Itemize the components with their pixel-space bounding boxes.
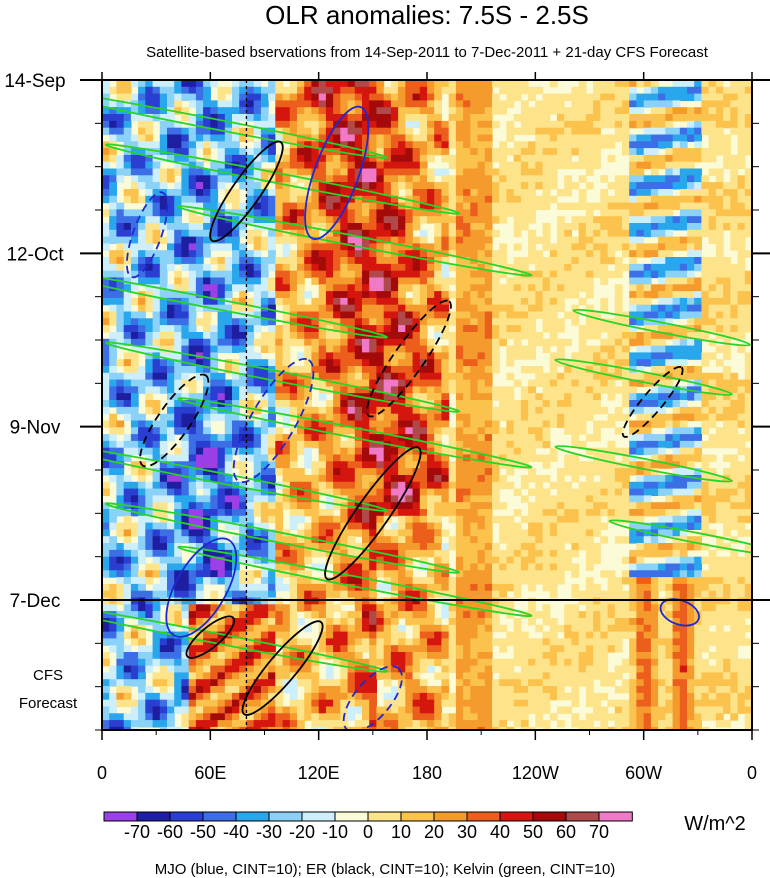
- colorbar-label: -10: [322, 822, 348, 842]
- chart-subtitle: Satellite-based bservations from 14-Sep-…: [146, 44, 709, 61]
- colorbar-swatch: [103, 811, 138, 822]
- colorbar-label: 70: [589, 822, 609, 842]
- colorbar-label: -50: [190, 822, 216, 842]
- colorbar-units: W/m^2: [684, 813, 746, 835]
- x-tick-label: 0: [747, 763, 757, 783]
- colorbar-swatch: [532, 811, 567, 822]
- colorbar-swatch: [169, 811, 204, 822]
- y-tick-label: 9-Nov: [10, 418, 61, 439]
- x-tick-label: 120W: [512, 763, 559, 783]
- colorbar-label: -70: [124, 822, 150, 842]
- x-tick-label: 180: [412, 763, 442, 783]
- colorbar-label: 0: [363, 822, 373, 842]
- x-tick-label: 60E: [194, 763, 226, 783]
- y-tick-label: 14-Sep: [4, 71, 65, 92]
- colorbar-swatch: [367, 811, 402, 822]
- colorbar-label: -40: [223, 822, 249, 842]
- x-axis: 0 60E 120E 180 120W 60W 0: [97, 72, 757, 783]
- colorbar-swatch: [499, 811, 534, 822]
- colorbar-swatch: [301, 811, 336, 822]
- forecast-label-line2: Forecast: [19, 695, 78, 712]
- colorbar-swatch: [565, 811, 600, 822]
- olr-field: [102, 80, 752, 730]
- colorbar-label: -60: [157, 822, 183, 842]
- x-tick-label: 120E: [298, 763, 340, 783]
- colorbar-label: 60: [556, 822, 576, 842]
- x-tick-label: 0: [97, 763, 107, 783]
- colorbar-label: -30: [256, 822, 282, 842]
- colorbar-label: 20: [424, 822, 444, 842]
- wave-contours: [102, 87, 752, 730]
- y-tick-label: 12-Oct: [6, 244, 64, 265]
- colorbar-swatch: [136, 811, 171, 822]
- colorbar-label: -20: [289, 822, 315, 842]
- colorbar-swatch: [598, 811, 633, 822]
- colorbar-swatch: [235, 811, 270, 822]
- contour-legend: MJO (blue, CINT=10); ER (black, CINT=10)…: [155, 861, 616, 878]
- chart-title: OLR anomalies: 7.5S - 2.5S: [265, 0, 589, 30]
- colorbar-swatch: [268, 811, 303, 822]
- colorbar-swatch: [466, 811, 501, 822]
- colorbar-swatch: [433, 811, 468, 822]
- colorbar-label: 30: [457, 822, 477, 842]
- y-axis: 14-Sep 12-Oct 9-Nov 7-Dec: [4, 71, 770, 731]
- colorbar-label: 10: [391, 822, 411, 842]
- forecast-label-line1: CFS: [33, 667, 63, 684]
- colorbar-swatch: [334, 811, 369, 822]
- colorbar: -70 -60 -50 -40 -30 -20 -10 0 10 20 30 40 50 60 70: [103, 811, 633, 842]
- x-tick-label: 60W: [625, 763, 662, 783]
- colorbar-label: 50: [523, 822, 543, 842]
- colorbar-label: 40: [490, 822, 510, 842]
- colorbar-swatch: [202, 811, 237, 822]
- y-tick-label: 7-Dec: [10, 591, 61, 612]
- colorbar-swatch: [400, 811, 435, 822]
